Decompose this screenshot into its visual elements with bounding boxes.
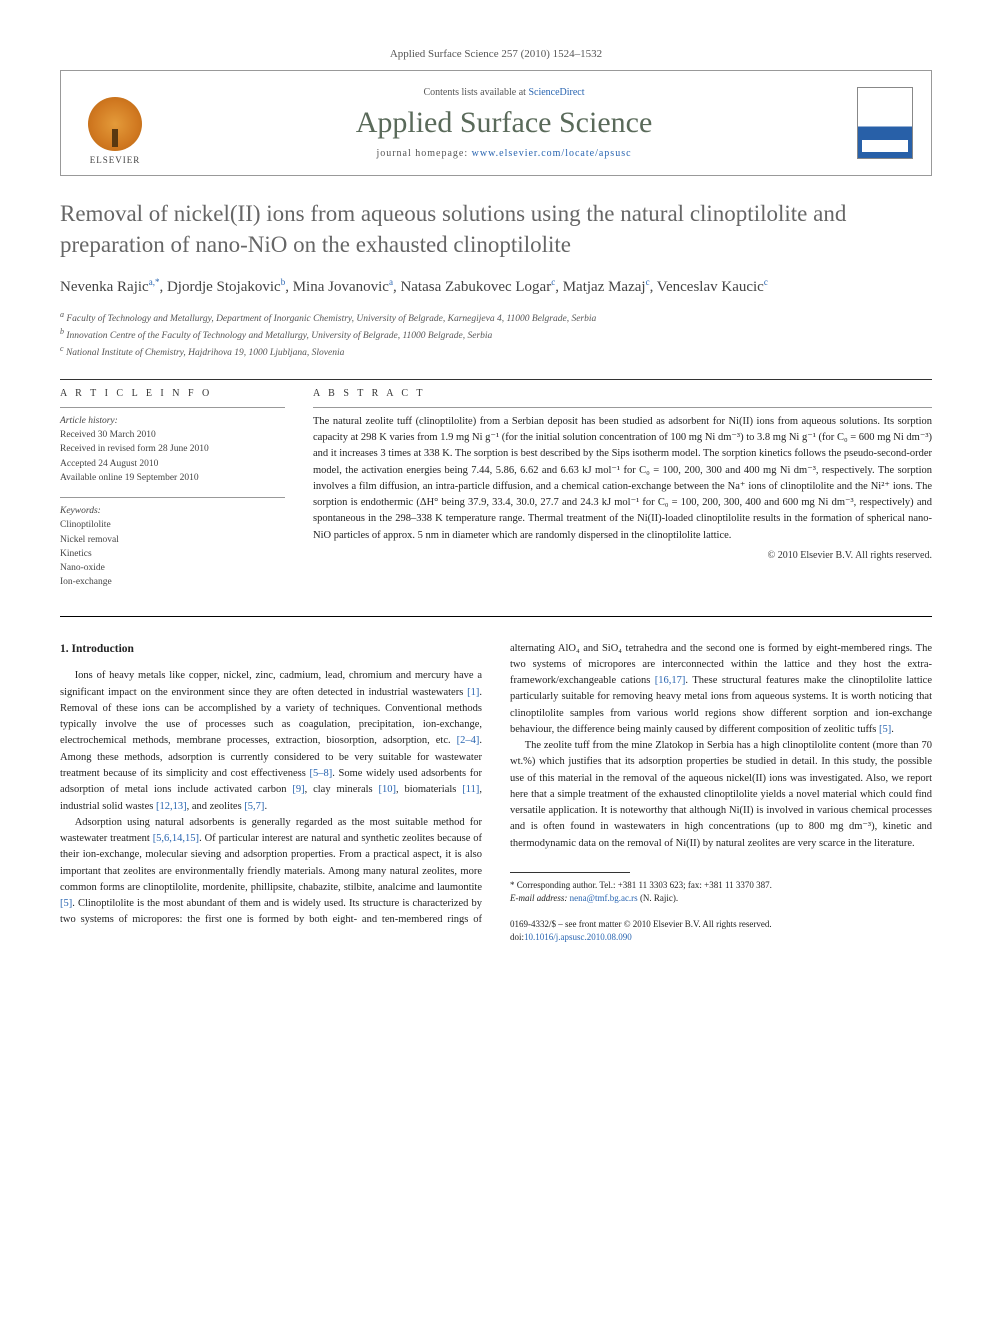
history-line: Received in revised form 28 June 2010	[60, 442, 285, 456]
affiliations: a Faculty of Technology and Metallurgy, …	[60, 309, 932, 361]
authors-list: Nevenka Rajica,*, Djordje Stojakovicb, M…	[60, 276, 932, 299]
corr-author-line: * Corresponding author. Tel.: +381 11 33…	[510, 879, 932, 892]
email-line: E-mail address: nena@tmf.bg.ac.rs (N. Ra…	[510, 892, 932, 905]
cover-label: applied surface science	[862, 144, 908, 154]
info-rule-2	[60, 497, 285, 498]
history-label: Article history:	[60, 414, 285, 428]
keywords-label: Keywords:	[60, 504, 285, 518]
sciencedirect-link[interactable]: ScienceDirect	[528, 87, 584, 98]
citation-link[interactable]: [5]	[879, 724, 891, 735]
footnote-separator	[510, 872, 630, 873]
journal-title: Applied Surface Science	[151, 106, 857, 140]
front-matter-line: 0169-4332/$ – see front matter © 2010 El…	[510, 918, 932, 931]
article-info-column: A R T I C L E I N F O Article history: R…	[60, 388, 285, 602]
article-history: Article history: Received 30 March 2010R…	[60, 414, 285, 485]
article-title: Removal of nickel(II) ions from aqueous …	[60, 198, 932, 260]
keyword: Nano-oxide	[60, 561, 285, 575]
doi-link[interactable]: 10.1016/j.apsusc.2010.08.090	[524, 932, 632, 942]
rule-top	[60, 379, 932, 380]
journal-cover-thumb: applied surface science	[857, 87, 913, 159]
keyword: Nickel removal	[60, 533, 285, 547]
homepage-line: journal homepage: www.elsevier.com/locat…	[151, 148, 857, 159]
article-info-heading: A R T I C L E I N F O	[60, 388, 285, 399]
elsevier-label: ELSEVIER	[90, 155, 141, 165]
body-text: 1. Introduction Ions of heavy metals lik…	[60, 641, 932, 944]
para-3: The zeolite tuff from the mine Zlatokop …	[510, 738, 932, 852]
abstract-text: The natural zeolite tuff (clinoptilolite…	[313, 414, 932, 544]
citation-link[interactable]: [12,13]	[156, 801, 187, 812]
doi-label: doi:	[510, 932, 524, 942]
history-line: Received 30 March 2010	[60, 428, 285, 442]
elsevier-tree-icon	[88, 97, 142, 151]
citation-link[interactable]: [5,6,14,15]	[153, 833, 199, 844]
citation-link[interactable]: [5]	[60, 898, 72, 909]
citation-link[interactable]: [10]	[378, 784, 396, 795]
abstract-heading: A B S T R A C T	[313, 388, 932, 399]
contents-line: Contents lists available at ScienceDirec…	[151, 87, 857, 98]
keyword: Clinoptilolite	[60, 518, 285, 532]
info-rule-1	[60, 407, 285, 408]
section-1-heading: 1. Introduction	[60, 641, 482, 659]
citation-link[interactable]: [9]	[292, 784, 304, 795]
keyword: Kinetics	[60, 547, 285, 561]
citation-link[interactable]: [16,17]	[655, 675, 686, 686]
keyword: Ion-exchange	[60, 575, 285, 589]
abs-rule	[313, 407, 932, 408]
journal-header-box: ELSEVIER Contents lists available at Sci…	[60, 70, 932, 176]
history-line: Available online 19 September 2010	[60, 471, 285, 485]
header-center: Contents lists available at ScienceDirec…	[151, 87, 857, 159]
homepage-prefix: journal homepage:	[376, 148, 471, 159]
email-name: (N. Rajic).	[638, 893, 679, 903]
keywords-block: Keywords: ClinoptiloliteNickel removalKi…	[60, 504, 285, 590]
citation-link[interactable]: [2–4]	[457, 735, 480, 746]
history-line: Accepted 24 August 2010	[60, 457, 285, 471]
citation-link[interactable]: [1]	[467, 687, 479, 698]
citation-link[interactable]: [11]	[462, 784, 479, 795]
rule-bottom	[60, 616, 932, 617]
abstract-column: A B S T R A C T The natural zeolite tuff…	[313, 388, 932, 602]
email-link[interactable]: nena@tmf.bg.ac.rs	[570, 893, 638, 903]
email-label: E-mail address:	[510, 893, 570, 903]
citation-link[interactable]: [5–8]	[309, 768, 332, 779]
abstract-copyright: © 2010 Elsevier B.V. All rights reserved…	[313, 550, 932, 561]
journal-reference: Applied Surface Science 257 (2010) 1524–…	[60, 48, 932, 60]
homepage-link[interactable]: www.elsevier.com/locate/apsusc	[472, 148, 632, 159]
corresponding-author-footnote: * Corresponding author. Tel.: +381 11 33…	[510, 879, 932, 904]
para-1: Ions of heavy metals like copper, nickel…	[60, 668, 482, 814]
footer-block: 0169-4332/$ – see front matter © 2010 El…	[510, 918, 932, 943]
contents-prefix: Contents lists available at	[423, 87, 528, 98]
citation-link[interactable]: [5,7]	[244, 801, 264, 812]
elsevier-logo: ELSEVIER	[79, 81, 151, 165]
doi-line: doi:10.1016/j.apsusc.2010.08.090	[510, 931, 932, 944]
